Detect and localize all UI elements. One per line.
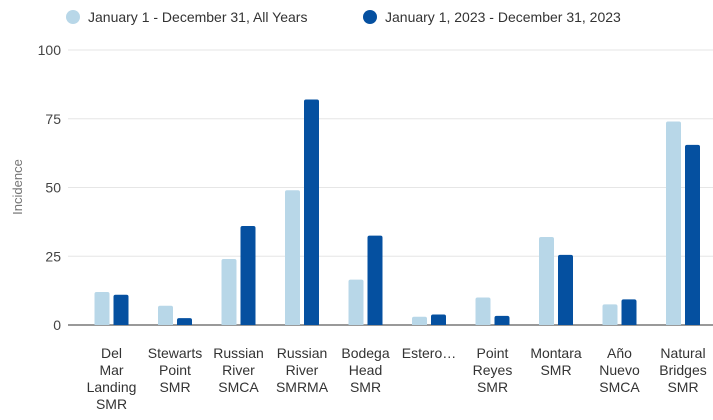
x-tick-label: SMR [540,362,571,378]
x-tick-label: Año [607,345,632,361]
y-tick-label: 75 [45,111,61,127]
bar-all-years-9[interactable] [666,121,681,326]
x-tick-label: Montara [530,345,582,361]
bar-all-years-6[interactable] [475,297,491,326]
x-tick-label: Nuevo [599,362,640,378]
bar-all-years-5[interactable] [412,316,427,325]
x-tick-label: Estero… [402,345,456,361]
x-tick-label: Bridges [659,362,706,378]
bar-2023-9[interactable] [685,144,700,325]
bar-2023-2[interactable] [240,226,256,325]
y-tick-label: 25 [45,248,61,264]
gridlines [68,49,713,326]
bar-2023-1[interactable] [177,318,192,325]
bar-2023-6[interactable] [494,315,510,325]
x-tick-label: Point [159,362,191,378]
x-tick-label: Natural [660,345,705,361]
legend-swatch [363,10,377,24]
bar-2023-7[interactable] [558,254,573,325]
bar-2023-0[interactable] [113,294,129,325]
y-axis-label: Incidence [10,159,25,215]
bar-all-years-1[interactable] [158,305,173,325]
bar-all-years-2[interactable] [221,259,237,325]
x-tick-label: Point [477,345,509,361]
x-tick-label: SMR [350,379,381,395]
x-tick-label: SMCA [218,379,259,395]
legend-label[interactable]: January 1, 2023 - December 31, 2023 [385,9,621,25]
x-tick-label: Head [349,362,382,378]
x-tick-label: SMCA [599,379,640,395]
bar-2023-5[interactable] [431,314,446,325]
bars [94,99,700,326]
x-tick-label: Landing [87,379,137,395]
x-tick-label: Bodega [341,345,389,361]
x-tick-label: River [222,362,255,378]
x-tick-label: SMR [159,379,190,395]
y-tick-label: 50 [45,180,61,196]
legend: January 1 - December 31, All Years Januar… [66,9,621,25]
legend-label[interactable]: January 1 - December 31, All Years [88,9,307,25]
bar-2023-8[interactable] [621,299,637,325]
x-tick-label: River [286,362,319,378]
bar-all-years-8[interactable] [602,304,618,325]
bar-all-years-4[interactable] [348,279,364,325]
x-tick-label: Russian [213,345,264,361]
x-tick-label: Russian [277,345,328,361]
x-tick-label: SMR [477,379,508,395]
x-tick-label: Reyes [473,362,513,378]
y-tick-label: 0 [53,317,61,333]
y-tick-label: 100 [38,42,62,58]
bar-2023-4[interactable] [367,235,383,325]
x-tick-label: Stewarts [148,345,202,361]
bar-all-years-7[interactable] [539,237,554,325]
bar-all-years-0[interactable] [94,292,110,325]
y-axis-ticks: 0 25 50 75 100 [38,42,62,333]
x-tick-label: SMRMA [276,379,329,395]
x-tick-label: Del [101,345,122,361]
x-axis-ticks: DelMarLandingSMRStewartsPointSMRRussianR… [87,345,707,412]
bar-2023-3[interactable] [304,99,319,326]
legend-swatch [66,10,80,24]
x-tick-label: Mar [99,362,123,378]
bar-all-years-3[interactable] [285,190,300,325]
x-tick-label: SMR [667,379,698,395]
x-tick-label: SMR [96,396,127,412]
